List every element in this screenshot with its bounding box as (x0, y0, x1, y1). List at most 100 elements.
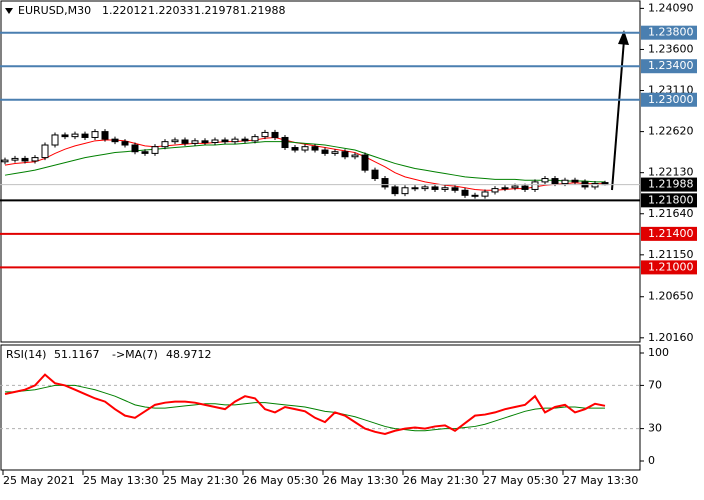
candle-body (251, 136, 259, 142)
y-tick-label: 1.22620 (648, 125, 694, 138)
candle-body (101, 131, 109, 140)
candle-body (291, 147, 299, 151)
candle-body (221, 139, 229, 143)
candle-body (481, 191, 489, 197)
level-label-bg (641, 92, 697, 107)
candle-body (201, 140, 209, 144)
moving-average (4, 141, 605, 183)
x-tick-label: 26 May 05:30 (243, 474, 318, 487)
current-price-label-bg (641, 177, 697, 192)
current-price-label: 1.21988 (648, 178, 694, 191)
candle-body (131, 144, 139, 153)
ohlc-close: 1.21988 (240, 4, 286, 17)
rsi-ma-value: 48.9712 (166, 348, 212, 361)
level-label-bg (641, 260, 697, 275)
candle-body (321, 149, 329, 154)
rsi-line (4, 373, 606, 436)
candle-body (381, 178, 389, 188)
candle-body (71, 133, 79, 138)
main-panel-frame (0, 0, 641, 343)
candle-body (311, 146, 319, 151)
level-label-bg (641, 226, 697, 241)
y-tick-label: 1.22130 (648, 166, 694, 179)
candle-body (281, 136, 289, 149)
candle-body (541, 178, 549, 183)
x-tick-label: 25 May 21:30 (163, 474, 238, 487)
level-label: 1.21000 (648, 260, 694, 273)
candle-body (571, 179, 579, 183)
candle-body (271, 131, 279, 138)
candle-body (551, 178, 559, 185)
candle-body (141, 151, 149, 154)
candle-body (511, 185, 519, 189)
candle-body (111, 138, 119, 143)
symbol: EURUSD,M30 (18, 4, 91, 17)
rsi-ma-title: ->MA(7) (112, 348, 158, 361)
candle-body (231, 138, 239, 143)
candle-body (531, 181, 539, 190)
level-label: 1.23800 (648, 26, 694, 39)
candle-body (191, 140, 199, 144)
candle-body (491, 188, 499, 193)
candle-body (31, 157, 39, 162)
ohlc-low: 1.21978 (194, 4, 240, 17)
x-tick-label: 26 May 13:30 (323, 474, 398, 487)
candle-body (171, 139, 179, 143)
candle-body (241, 138, 249, 142)
candle-body (41, 144, 49, 159)
candle-body (181, 139, 189, 144)
level-label: 1.21400 (648, 227, 694, 240)
candle-body (11, 157, 19, 161)
candle-body (501, 187, 509, 190)
header-bg (2, 2, 292, 20)
level-label: 1.21800 (648, 193, 694, 206)
candle-body (521, 185, 529, 190)
y-tick-label: 1.20650 (648, 290, 694, 303)
candle-body (431, 186, 439, 190)
ohlc-open: 1.22012 (102, 4, 148, 17)
y-tick-label: 1.23600 (648, 42, 694, 55)
y-tick-label: 100 (648, 346, 669, 359)
candle-body (301, 146, 309, 151)
y-tick-label: 1.20160 (648, 331, 694, 344)
x-tick-label: 26 May 21:30 (403, 474, 478, 487)
candle-body (331, 151, 339, 154)
candle-body (81, 133, 89, 138)
y-tick-label: 1.21640 (648, 207, 694, 220)
rsi-title: RSI(14) (6, 348, 46, 361)
y-tick-label: 1.21150 (648, 248, 694, 261)
candle-body (91, 131, 99, 138)
x-tick-label: 25 May 2021 (3, 474, 75, 487)
candle-body (591, 183, 599, 188)
rsi-value: 51.1167 (54, 348, 100, 361)
candle-body (421, 186, 429, 190)
candle-body (51, 134, 59, 146)
level-label: 1.23000 (648, 93, 694, 106)
candle-body (351, 154, 359, 158)
marks: 1.240901.236001.231101.226201.221301.216… (0, 1, 697, 487)
candle-body (261, 131, 269, 138)
candle-body (61, 134, 69, 138)
candle-body (401, 187, 409, 195)
y-tick-label: 0 (648, 454, 655, 467)
level-label: 1.23400 (648, 59, 694, 72)
x-tick-label: 25 May 13:30 (83, 474, 158, 487)
candle-body (411, 187, 419, 190)
rsi-panel-frame (0, 344, 641, 471)
rsi-line (5, 384, 606, 432)
candle-body (211, 139, 219, 143)
candle-body (21, 157, 29, 162)
candle-body (461, 189, 469, 196)
candle-body (151, 146, 159, 154)
level-label-bg (641, 25, 697, 40)
y-tick-label: 1.24090 (648, 1, 694, 14)
candle-body (371, 169, 379, 180)
ohlc-high: 1.22033 (148, 4, 194, 17)
candle-body (451, 187, 459, 191)
x-tick-label: 27 May 13:30 (563, 474, 638, 487)
y-tick-label: 30 (648, 422, 662, 435)
candle-body (471, 194, 479, 197)
header-triangle (5, 8, 13, 14)
